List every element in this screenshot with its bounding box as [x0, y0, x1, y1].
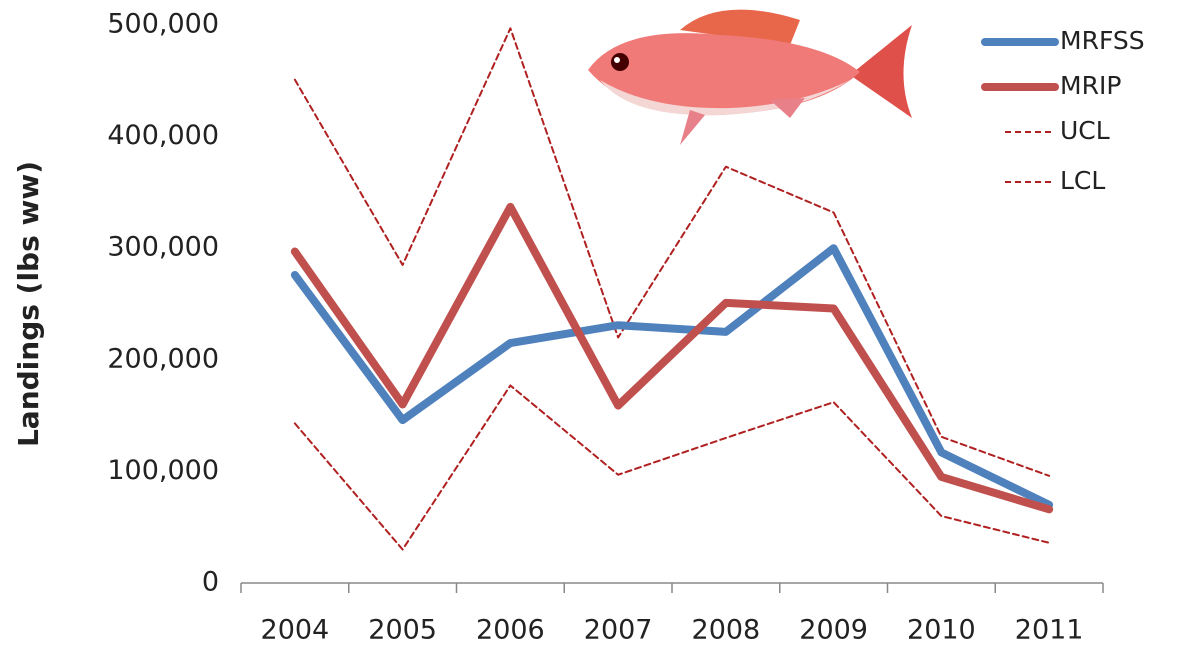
series-line	[293, 27, 1051, 477]
y-tick-label: 0	[202, 567, 219, 598]
x-tick-label: 2008	[692, 615, 761, 646]
series-line	[293, 384, 1051, 551]
series-line	[290, 202, 1054, 514]
legend-label: UCL	[1060, 116, 1110, 145]
x-tick-label: 2005	[368, 615, 437, 646]
x-tick-label: 2006	[476, 615, 545, 646]
x-tick-label: 2007	[584, 615, 653, 646]
y-axis-label: Landings (lbs ww)	[12, 161, 45, 447]
legend-label: LCL	[1060, 166, 1105, 195]
y-tick-label: 400,000	[107, 120, 219, 151]
x-tick-label: 2009	[799, 615, 868, 646]
x-tick-label: 2011	[1015, 615, 1084, 646]
series-line	[290, 244, 1054, 509]
legend-label: MRFSS	[1060, 26, 1145, 55]
legend-label: MRIP	[1060, 71, 1121, 100]
y-tick-label: 300,000	[107, 232, 219, 263]
x-tick-label: 2010	[907, 615, 976, 646]
y-tick-label: 200,000	[107, 343, 219, 374]
x-tick-label: 2004	[261, 615, 330, 646]
y-tick-label: 500,000	[107, 9, 219, 40]
y-tick-label: 100,000	[107, 455, 219, 486]
fish-illustration	[588, 9, 912, 145]
